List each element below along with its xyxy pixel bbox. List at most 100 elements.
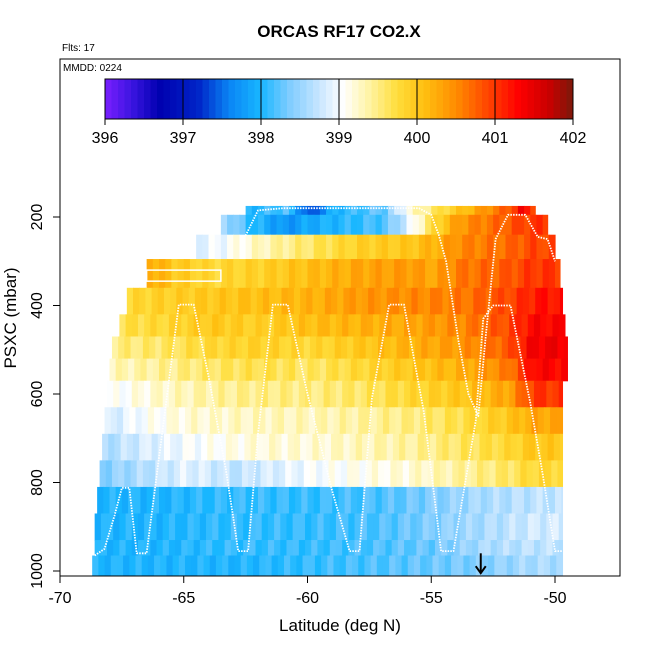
heatmap-cell [288,486,296,515]
heatmap-cell [479,287,487,315]
heatmap-cell [376,407,384,435]
heatmap-cell [525,555,533,577]
heatmap-cell [514,336,521,360]
heatmap-cell [522,433,530,461]
heatmap-cell [301,486,309,515]
heatmap-cell [167,460,175,488]
colorbar-strip [508,79,515,119]
heatmap-cell [233,234,241,260]
heatmap-cell [542,358,550,382]
heatmap-cell [186,460,194,488]
heatmap-cell [379,380,387,408]
colorbar-strip [235,79,242,119]
heatmap-cell [511,205,519,216]
heatmap-cell [291,336,299,360]
heatmap-cell [499,358,507,382]
heatmap-cell [159,358,166,382]
heatmap-cell [161,336,169,360]
heatmap-cell [449,486,457,515]
heatmap-cell [413,555,421,577]
heatmap-cell [254,336,262,360]
heatmap-cell [162,513,170,541]
heatmap-cell [126,433,134,461]
heatmap-cell [326,358,333,382]
heatmap-cell [295,486,302,515]
heatmap-cell [498,287,505,315]
heatmap-cell [307,259,315,289]
heatmap-cell [493,214,500,236]
heatmap-cell [243,540,250,557]
heatmap-cell [264,234,271,260]
colorbar-strip [196,79,203,119]
heatmap-cell [475,407,483,435]
heatmap-cell [493,205,500,216]
heatmap-cell [340,460,348,488]
heatmap-cell [400,486,408,515]
heatmap-cell [176,433,184,461]
heatmap-cell [485,433,493,461]
heatmap-cell [385,540,393,557]
heatmap-cell [168,380,176,408]
heatmap-cell [193,540,201,557]
heatmap-cell [137,380,145,408]
heatmap-cell [443,259,451,289]
heatmap-cell [245,259,253,289]
heatmap-cell [301,214,309,236]
heatmap-cell [357,214,364,236]
colorbar-strip [189,79,197,119]
heatmap-cell [192,460,200,488]
heatmap-cell [218,513,226,541]
colorbar-strip [521,79,528,119]
heatmap-cell [275,433,283,461]
heatmap-cell [290,407,297,435]
heatmap-cell [524,358,531,382]
heatmap-cell [416,540,424,557]
heatmap-cell [464,336,472,360]
heatmap-cell [210,460,218,488]
colorbar-strip [456,79,463,119]
heatmap-cell [97,486,104,515]
heatmap-cell [335,380,343,408]
heatmap-cell [196,259,203,289]
heatmap-cell [468,214,476,236]
heatmap-cell [344,358,352,382]
heatmap-cell [187,513,195,541]
heatmap-cell [245,486,253,515]
heatmap-cell [326,234,333,260]
heatmap-cell [131,314,139,338]
heatmap-cell [418,358,426,382]
heatmap-cell [348,540,356,557]
heatmap-cell [375,259,383,289]
heatmap-cell [509,513,516,541]
heatmap-cell [556,407,564,435]
colorbar-tick-label: 398 [248,130,275,147]
heatmap-cell [145,287,153,315]
colorbar-strip [300,79,307,119]
heatmap-cell [324,287,332,315]
heatmap-cell [293,287,301,315]
heatmap-cell [212,540,219,557]
heatmap-cell [363,259,370,289]
colorbar-strip [209,79,216,119]
heatmap-cell [322,336,330,360]
heatmap-cell [441,513,448,541]
heatmap-cell [460,433,468,461]
heatmap-cell [516,287,524,315]
heatmap-cell [311,540,318,557]
heatmap-cell [530,259,538,289]
heatmap-cell [292,380,300,408]
heatmap-cell [553,433,561,461]
heatmap-cell [262,433,270,461]
flight-track [94,207,563,575]
heatmap-cell [484,380,492,408]
heatmap-cell [156,513,164,541]
heatmap-cell [332,214,340,236]
heatmap-cell [288,234,296,260]
colorbar-strip [417,79,424,119]
heatmap-cell [99,460,107,488]
heatmap-cell [406,259,414,289]
heatmap-cell [505,259,513,289]
heatmap-cell [201,433,208,461]
x-axis-label: Latitude (deg N) [279,616,401,635]
heatmap-cell [177,259,185,289]
